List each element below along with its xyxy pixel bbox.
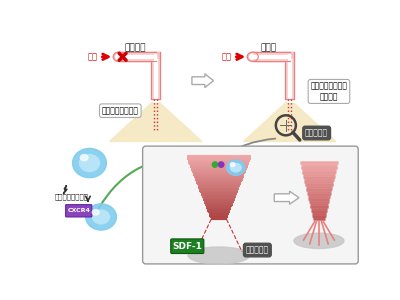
Circle shape [218,162,224,167]
Bar [119,54,156,59]
Ellipse shape [247,52,258,62]
Text: 低酸素領域: 低酸素領域 [305,128,328,137]
Text: 低酸素領域: 低酸素領域 [246,246,269,255]
Text: 再灘流: 再灘流 [261,44,277,53]
Text: 低酸素・低體刺激: 低酸素・低體刺激 [55,193,89,200]
Bar [285,52,294,99]
Bar [253,54,290,59]
Ellipse shape [92,210,99,215]
Ellipse shape [80,154,88,161]
Text: 血流: 血流 [88,52,98,61]
FancyBboxPatch shape [143,146,358,264]
FancyBboxPatch shape [171,239,204,254]
Ellipse shape [294,233,344,248]
Ellipse shape [86,204,116,230]
Ellipse shape [250,54,256,59]
FancyArrow shape [192,74,214,88]
Circle shape [212,162,218,167]
Polygon shape [244,99,336,142]
Ellipse shape [72,148,106,178]
Bar [151,52,160,99]
Ellipse shape [188,247,250,264]
FancyArrow shape [274,191,299,204]
Bar [253,52,290,62]
Ellipse shape [80,154,100,172]
Text: 血管閉塞: 血管閉塞 [125,44,146,53]
Text: CXCR4: CXCR4 [67,208,90,213]
Text: 細かい血管の障害: 細かい血管の障害 [102,106,139,115]
Bar [253,54,290,59]
Ellipse shape [230,163,235,167]
Bar [287,59,292,102]
Bar [253,52,294,62]
Ellipse shape [92,210,110,224]
FancyBboxPatch shape [66,205,92,217]
Bar [119,52,160,62]
Bar [119,54,156,59]
Ellipse shape [230,164,241,172]
Ellipse shape [116,54,122,59]
Bar [119,52,156,62]
Polygon shape [63,185,67,194]
Text: 血流: 血流 [222,52,232,61]
Polygon shape [110,99,202,142]
Ellipse shape [113,52,124,62]
Text: SDF-1: SDF-1 [172,242,202,251]
Ellipse shape [226,160,245,176]
Bar [153,59,158,102]
Text: 細かい血管が持続
して障害: 細かい血管が持続 して障害 [310,82,348,101]
